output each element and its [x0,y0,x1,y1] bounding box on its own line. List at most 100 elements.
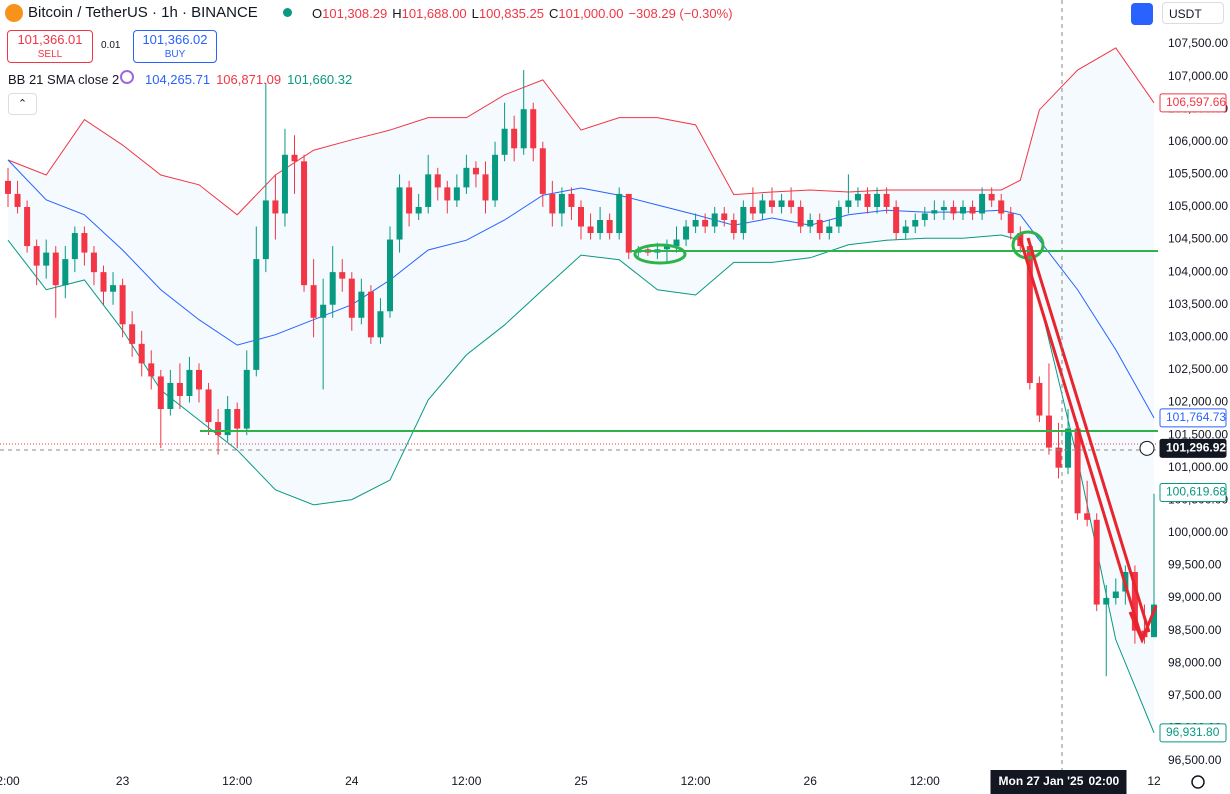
candle-body [1093,519,1100,605]
y-tick-label: 104,000.00 [1168,264,1228,278]
price-badge [1159,93,1227,113]
candle-body [62,259,69,286]
y-tick-label: 97,500.00 [1168,688,1222,702]
candle-body [310,285,317,318]
candle-body [854,193,861,201]
candle-body [1074,428,1081,514]
candle-body [902,226,909,234]
candle-body [864,193,871,207]
candle-body [1065,428,1072,468]
candle-body [721,213,728,220]
ohlc-key: L [471,6,479,21]
buy-button[interactable]: 101,366.02 BUY [133,30,217,63]
y-tick-label: 107,500.00 [1168,36,1228,50]
candle-body [568,193,575,207]
candle-body [434,174,441,188]
ohlc-key: O [312,6,323,21]
candle-body [291,154,298,162]
buy-label: BUY [164,49,186,60]
candle-body [597,219,604,234]
candle-body [196,369,202,390]
band-line [7,159,1155,419]
candle-body [5,180,11,194]
price-badge-label: 101,764.73 [1166,410,1226,424]
ohlc-value: 101,308.29 [322,6,388,21]
ohlc-legend: O101,308.29 H101,688.00 L100,835.25 C101,00… [312,6,733,21]
candle-body [692,219,699,227]
ohlc-key: C [548,6,559,21]
drawings [0,0,1158,770]
candle-body [988,193,995,201]
collapse-button[interactable]: ⌃ [8,93,37,115]
candle-body [281,154,288,214]
candle-body [1007,213,1014,234]
candle-body [215,422,222,436]
candle-body [24,206,31,247]
sync-button[interactable] [1131,3,1153,25]
candle-body [950,206,957,214]
price-badge [1159,482,1227,502]
currency-select[interactable]: USDT [1162,2,1224,24]
arrow [1018,237,1143,637]
candle-body [998,200,1005,214]
candle-body [262,200,269,260]
candle-body [749,206,756,214]
candle-body [253,259,260,370]
candle-body [835,206,842,227]
candle-body [702,219,709,227]
candle-body [358,291,365,318]
crosshair-date: Mon 27 Jan '25 [999,774,1084,788]
candle-body [797,206,804,227]
highlight-ellipse [633,243,687,265]
candle-body [415,206,422,214]
settings-icon[interactable] [1191,775,1205,789]
candle-body [52,252,59,286]
candle-body [549,193,556,214]
indicator-values: 104,265.71 106,871.09 101,660.32 [145,72,358,87]
spread: 0.01 [101,40,121,51]
candle-body [539,148,546,194]
candle-body [807,219,814,227]
y-tick-label: 103,000.00 [1168,329,1228,343]
candle-body [176,382,183,396]
arrow [1026,237,1151,633]
y-tick-label: 104,500.00 [1168,232,1228,246]
sell-button[interactable]: 101,366.01 SELL [7,30,93,63]
candle-body [874,193,881,207]
y-tick-label: 105,500.00 [1168,167,1228,181]
candle-body [893,206,900,234]
price-badge [1159,408,1227,428]
candle-body [396,187,403,240]
y-tick-label: 98,500.00 [1168,623,1222,637]
candle-body [377,311,384,338]
candle-body [520,109,527,149]
x-tick-label: 2:00 [0,774,20,788]
candle-body [769,200,775,207]
indicator-icon[interactable] [120,70,134,84]
status-dot [283,8,292,17]
x-tick-label: 12:00 [681,774,711,788]
candle-body [148,363,155,377]
indicator-value: 104,265.71 [145,72,211,87]
candle-body [157,376,164,410]
candle-body [1084,513,1091,520]
x-tick-label: 12:00 [222,774,252,788]
indicator-value: 101,660.32 [287,72,353,87]
candle-body [912,219,919,227]
time-axis [0,770,1158,794]
y-tick-label: 96,500.00 [1168,753,1222,767]
indicator-name: BB 21 SMA close 2 [8,72,120,87]
candle-body [129,324,136,344]
candle-body [33,246,40,266]
candle-body [606,219,613,234]
price-badge-label: 100,619.68 [1166,485,1226,499]
y-tick-label: 102,000.00 [1168,395,1228,409]
price-badge [1159,723,1227,743]
candle-body [558,193,565,214]
candle-body [1112,591,1119,599]
candle-body [348,278,355,318]
candle-body [683,226,690,240]
candle-body [463,167,470,188]
